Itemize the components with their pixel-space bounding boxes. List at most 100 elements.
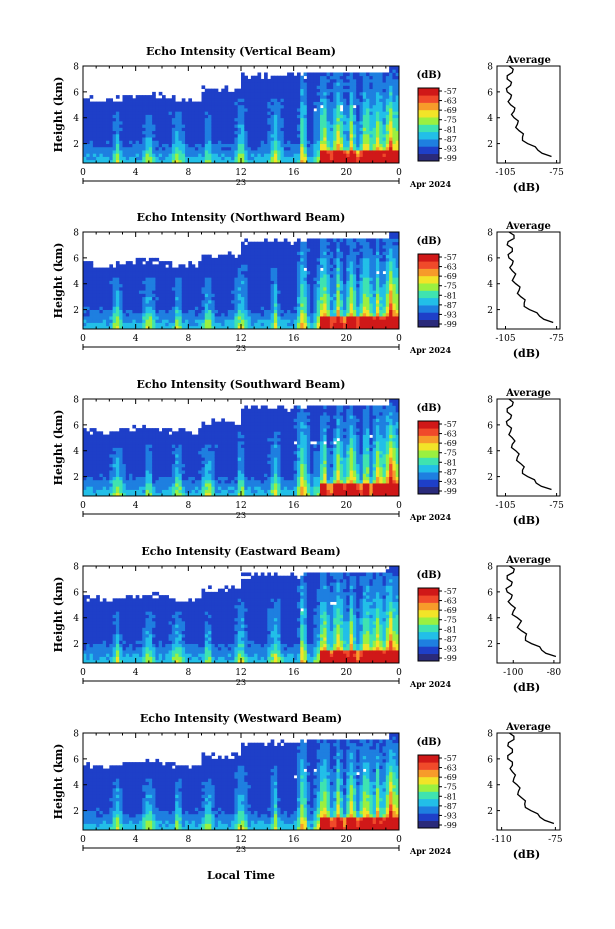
heatmap-cell: [310, 114, 314, 119]
heatmap-cell: [267, 251, 272, 256]
heatmap-cell: [290, 319, 295, 323]
heatmap-cell: [135, 267, 140, 272]
heatmap-cell: [260, 88, 265, 93]
heatmap-cell: [92, 460, 97, 465]
heatmap-cell: [379, 150, 383, 154]
y-axis-label: Height (km): [52, 243, 65, 319]
heatmap-cell: [106, 274, 110, 278]
heatmap-cell: [273, 296, 278, 301]
heatmap-cell: [382, 108, 387, 112]
heatmap-cell: [362, 137, 367, 141]
heatmap-cell: [201, 316, 206, 320]
heatmap-cell: [257, 299, 262, 304]
heatmap-cell: [254, 257, 258, 262]
heatmap-cell: [349, 156, 354, 161]
heatmap-cell: [125, 117, 130, 122]
heatmap-cell: [109, 98, 114, 102]
heatmap-cell: [86, 143, 90, 148]
heatmap-cell: [356, 248, 360, 252]
heatmap-cell: [329, 120, 334, 125]
heatmap-cell: [198, 290, 202, 294]
heatmap-cell: [333, 137, 337, 141]
heatmap-cell: [392, 312, 397, 317]
heatmap-cell: [320, 244, 324, 249]
heatmap-cell: [162, 277, 166, 281]
heatmap-cell: [264, 108, 268, 112]
heatmap-cell: [92, 140, 97, 144]
heatmap-cell: [254, 280, 258, 285]
heatmap-cell: [336, 290, 341, 294]
heatmap-cell: [165, 127, 169, 132]
heatmap-cell: [356, 101, 360, 106]
heatmap-cell: [185, 120, 189, 125]
heatmap-cell: [395, 156, 400, 161]
heatmap-cell: [369, 286, 374, 291]
heatmap-cell: [178, 117, 183, 122]
heatmap-cell: [264, 319, 268, 323]
heatmap-cell: [188, 280, 193, 285]
heatmap-cell: [165, 137, 169, 141]
heatmap-cell: [333, 274, 337, 278]
heatmap-cell: [359, 267, 364, 272]
heatmap-cell: [280, 257, 285, 262]
colorbar-swatch: [418, 124, 439, 133]
heatmap-cell: [313, 306, 318, 310]
heatmap-cell: [392, 133, 397, 138]
heatmap-cell: [211, 312, 216, 317]
heatmap-cell: [352, 127, 357, 132]
heatmap-cell: [224, 264, 229, 268]
heatmap-cell: [306, 91, 311, 96]
heatmap-cell: [310, 306, 314, 310]
heatmap-cell: [138, 264, 143, 268]
heatmap-cell: [329, 257, 334, 262]
heatmap-cell: [224, 261, 229, 265]
heatmap-cell: [109, 290, 114, 294]
heatmap-cell: [375, 286, 380, 291]
heatmap-cell: [86, 120, 90, 125]
colorbar-swatch: [418, 109, 439, 118]
heatmap-cell: [158, 108, 163, 112]
heatmap-cell: [333, 130, 337, 135]
heatmap-cell: [382, 299, 387, 304]
heatmap-cell: [343, 133, 347, 138]
heatmap-cell: [303, 312, 308, 317]
heatmap-cell: [158, 286, 163, 291]
heatmap-cell: [96, 486, 100, 490]
heatmap-cell: [296, 75, 301, 80]
heatmap-cell: [283, 293, 288, 298]
heatmap-cell: [392, 244, 397, 249]
heatmap-cell: [287, 117, 291, 122]
heatmap-cell: [313, 274, 318, 278]
heatmap-cell: [155, 257, 160, 262]
heatmap-cell: [204, 95, 209, 99]
heatmap-cell: [375, 156, 380, 161]
heatmap-cell: [102, 127, 107, 132]
heatmap-cell: [227, 325, 232, 330]
heatmap-cell: [109, 143, 114, 148]
heatmap-cell: [339, 95, 344, 99]
heatmap-cell: [135, 257, 140, 262]
heatmap-cell: [306, 241, 311, 246]
heatmap-cell: [135, 159, 140, 164]
heatmap-cell: [155, 296, 160, 301]
heatmap-cell: [280, 325, 285, 330]
heatmap-cell: [352, 137, 357, 141]
heatmap-cell: [185, 277, 189, 281]
heatmap-cell: [313, 267, 318, 272]
heatmap-cell: [92, 309, 97, 314]
heatmap-cell: [303, 101, 308, 106]
heatmap-cell: [392, 159, 397, 164]
heatmap-cell: [296, 150, 301, 154]
heatmap-cell: [89, 261, 94, 265]
heatmap-cell: [237, 159, 242, 164]
heatmap-cell: [247, 280, 252, 285]
heatmap-cell: [194, 101, 199, 106]
heatmap-cell: [329, 85, 334, 90]
heatmap-cell: [293, 75, 298, 80]
heatmap-cell: [211, 293, 216, 298]
heatmap-cell: [352, 114, 357, 119]
heatmap-cell: [300, 316, 304, 320]
heatmap-cell: [356, 82, 360, 86]
heatmap-cell: [287, 241, 291, 246]
heatmap-cell: [102, 114, 107, 119]
